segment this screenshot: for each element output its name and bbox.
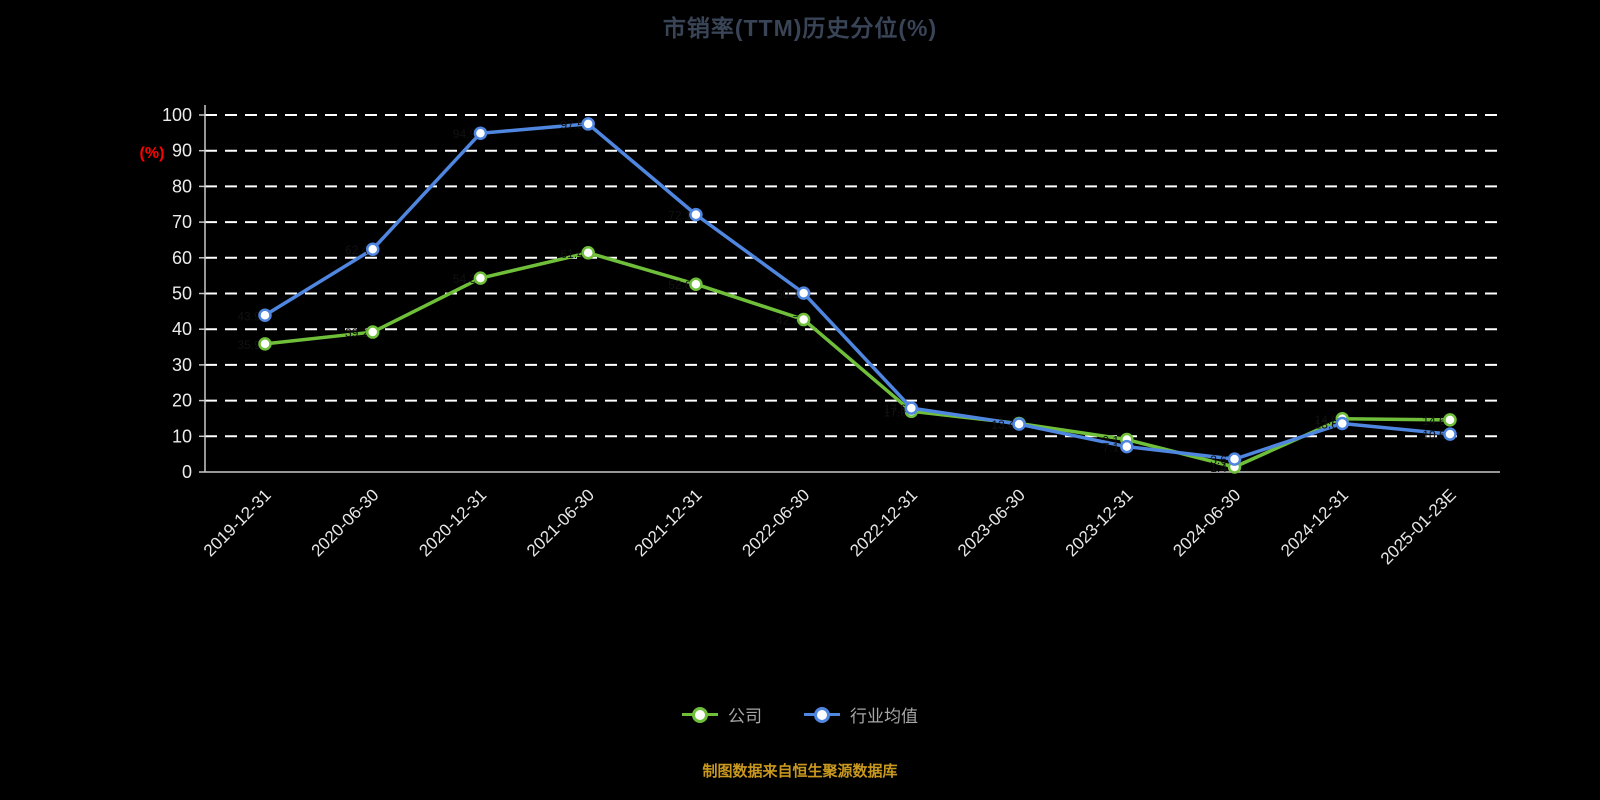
data-label-company: 17.0 — [884, 405, 908, 419]
data-label-industry-average: 3.6 — [1210, 453, 1227, 467]
data-point-company — [473, 271, 488, 285]
data-point-company — [258, 337, 272, 351]
data-point-industry-average — [796, 286, 811, 300]
legend-label-industry-average: 行业均值 — [850, 707, 918, 726]
data-point-company — [581, 246, 595, 260]
y-tick-label: 50 — [172, 284, 192, 304]
x-tick-label: 2022-06-30 — [739, 485, 814, 560]
y-tick-label: 10 — [172, 426, 192, 446]
legend-item-industry-average[interactable]: 行业均值 — [804, 702, 918, 727]
data-label-industry-average: 13.6 — [1315, 417, 1339, 431]
x-tick-label: 2024-06-30 — [1169, 485, 1244, 560]
x-tick-label: 2022-12-31 — [846, 485, 921, 560]
x-tick-label: 2024-12-31 — [1277, 485, 1352, 560]
x-tick-label: 2021-12-31 — [631, 485, 706, 560]
data-label-industry-average: 97.5 — [561, 118, 585, 132]
data-label-industry-average: 50.1 — [776, 287, 800, 301]
y-axis-unit-label: (%) — [140, 145, 165, 162]
data-label-industry-average: 10.6 — [1422, 428, 1446, 442]
data-label-industry-average: 17.9 — [884, 402, 908, 416]
data-label-company: 1.4 — [1210, 461, 1227, 475]
x-tick-label: 2025-01-23E — [1377, 485, 1460, 568]
data-label-company: 35.9 — [237, 338, 261, 352]
series-line-company — [263, 251, 1452, 469]
data-point-company — [1443, 413, 1457, 427]
y-tick-label: 90 — [172, 141, 192, 161]
y-tick-label: 20 — [172, 391, 192, 411]
legend: 公司 行业均值 — [0, 702, 1600, 727]
data-label-industry-average: 94.9 — [453, 127, 477, 141]
data-point-industry-average — [1227, 452, 1242, 466]
chart-title: 市销率(TTM)历史分位(%) — [662, 15, 938, 41]
industry-average-line-marker-icon — [804, 713, 840, 716]
plot-root: 0 10 20 30 40 50 60 70 80 90 100 2019-12-31 2020-06-… — [162, 105, 1500, 568]
y-tick-label: 70 — [172, 212, 192, 232]
data-point-industry-average — [1012, 417, 1026, 431]
data-point-company — [689, 277, 703, 291]
data-point-company — [796, 312, 811, 327]
data-label-company: 54.3 — [453, 272, 477, 286]
x-tick-label: 2020-12-31 — [415, 485, 490, 560]
x-tick-label: 2023-06-30 — [954, 485, 1029, 560]
y-tick-label: 100 — [162, 105, 192, 125]
data-point-industry-average — [473, 126, 488, 140]
data-label-company: 14.6 — [1422, 414, 1446, 428]
x-tick-label: 2023-12-31 — [1062, 485, 1137, 560]
data-label-industry-average: 7.1 — [1102, 441, 1119, 455]
data-point-industry-average — [1443, 427, 1457, 441]
y-tick-label: 80 — [172, 176, 192, 196]
y-tick-label: 0 — [182, 462, 192, 482]
data-point-industry-average — [689, 207, 703, 222]
data-label-company: 61.4 — [561, 247, 585, 261]
y-tick-label: 40 — [172, 319, 192, 339]
x-tick-label: 2020-06-30 — [308, 485, 383, 560]
data-point-company — [365, 325, 380, 339]
company-line-marker-icon — [682, 713, 718, 716]
data-label-industry-average: 72.1 — [668, 209, 692, 223]
data-point-industry-average — [365, 242, 380, 256]
legend-item-company[interactable]: 公司 — [682, 702, 762, 727]
legend-label-company: 公司 — [728, 707, 762, 726]
data-label-company: 42.7 — [776, 314, 800, 328]
series-line-industry-average — [263, 122, 1452, 461]
x-tick-label: 2021-06-30 — [523, 485, 598, 560]
data-point-industry-average — [1120, 439, 1134, 454]
data-point-industry-average — [258, 308, 272, 323]
data-point-industry-average — [1335, 416, 1350, 431]
data-label-industry-average: 13.4 — [991, 418, 1015, 432]
data-label-company: 39.2 — [345, 326, 369, 340]
y-tick-label: 60 — [172, 248, 192, 268]
data-label-company: 52.6 — [668, 278, 692, 292]
x-tick-label: 2019-12-31 — [200, 485, 275, 560]
data-source-note: 制图数据来自恒生聚源数据库 — [702, 763, 898, 780]
data-point-industry-average — [581, 117, 595, 131]
y-tick-label: 30 — [172, 355, 192, 375]
data-point-industry-average — [904, 401, 919, 415]
data-label-industry-average: 43.9 — [237, 309, 261, 323]
data-label-company: 14.9 — [1315, 413, 1339, 427]
data-label-industry-average: 62.4 — [345, 243, 369, 257]
